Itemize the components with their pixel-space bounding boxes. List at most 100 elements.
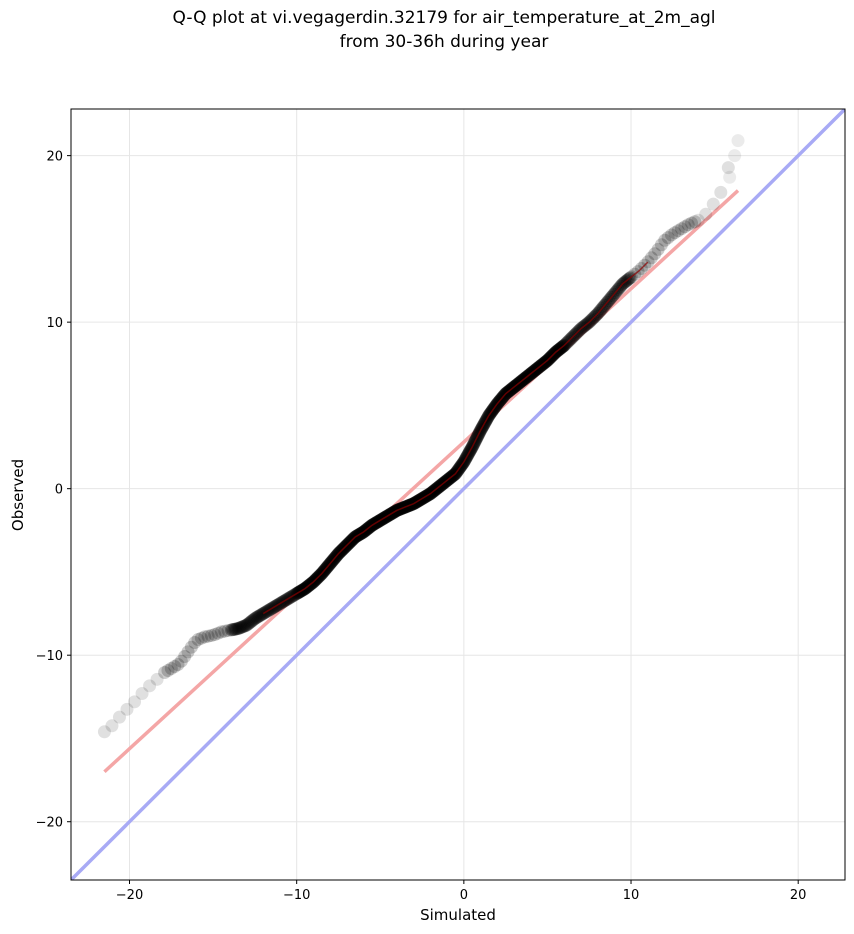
data-point bbox=[723, 170, 737, 184]
data-point bbox=[249, 611, 263, 625]
x-tick-label: 20 bbox=[790, 888, 807, 903]
data-point bbox=[201, 629, 215, 643]
data-point bbox=[675, 222, 689, 236]
scatter-points bbox=[97, 134, 745, 739]
data-point bbox=[208, 628, 222, 642]
data-point bbox=[228, 622, 242, 636]
data-point bbox=[247, 612, 261, 626]
data-point bbox=[150, 672, 164, 686]
y-tick-label: −20 bbox=[36, 816, 63, 831]
identity-line-group bbox=[71, 109, 845, 880]
x-axis-label: Simulated bbox=[420, 906, 496, 924]
data-point bbox=[164, 662, 178, 676]
data-point bbox=[218, 624, 232, 638]
data-point bbox=[97, 725, 111, 739]
y-tick-label: 0 bbox=[55, 483, 63, 498]
data-point bbox=[214, 625, 228, 639]
data-point bbox=[241, 617, 255, 631]
data-point bbox=[231, 622, 245, 636]
data-point bbox=[668, 226, 682, 240]
data-point bbox=[658, 233, 672, 247]
data-point bbox=[250, 610, 264, 624]
y-tick-label: −10 bbox=[36, 649, 63, 664]
data-point bbox=[691, 213, 705, 227]
data-point bbox=[211, 626, 225, 640]
data-point bbox=[648, 247, 662, 261]
data-point bbox=[253, 609, 267, 623]
data-point bbox=[251, 610, 265, 624]
data-point bbox=[664, 228, 678, 242]
data-point bbox=[168, 660, 182, 674]
fit-line bbox=[103, 189, 740, 774]
data-point bbox=[688, 215, 702, 229]
data-point bbox=[255, 607, 269, 621]
data-point bbox=[234, 620, 248, 634]
data-point bbox=[238, 619, 252, 633]
chart-subtitle: from 30-36h during year bbox=[340, 32, 549, 52]
data-point bbox=[235, 620, 249, 634]
data-point bbox=[728, 149, 742, 163]
data-point bbox=[681, 218, 695, 232]
data-point bbox=[654, 238, 668, 252]
y-axis-label: Observed bbox=[9, 459, 27, 531]
plot-frame bbox=[70, 108, 846, 881]
data-point bbox=[227, 622, 241, 636]
data-point bbox=[242, 616, 256, 630]
identity-line bbox=[71, 109, 845, 880]
y-ticks: −20 −10 0 10 20 bbox=[36, 150, 71, 831]
y-tick-label: 20 bbox=[46, 150, 63, 165]
data-point bbox=[161, 664, 175, 678]
data-point bbox=[243, 615, 257, 629]
data-point bbox=[184, 640, 198, 654]
x-ticks: −20 −10 0 10 20 bbox=[116, 880, 807, 903]
data-point bbox=[181, 645, 195, 659]
fit-line-group bbox=[103, 189, 740, 774]
data-point bbox=[644, 251, 658, 265]
data-point bbox=[174, 654, 188, 668]
data-point bbox=[178, 650, 192, 664]
data-point bbox=[120, 702, 134, 716]
data-point bbox=[158, 666, 172, 680]
data-point bbox=[671, 224, 685, 238]
dense-fit-line bbox=[262, 261, 649, 615]
data-point bbox=[233, 621, 247, 635]
data-point bbox=[661, 231, 675, 245]
x-tick-label: 0 bbox=[460, 888, 468, 903]
data-point bbox=[651, 242, 665, 256]
data-point bbox=[194, 631, 208, 645]
data-point bbox=[245, 614, 259, 628]
data-point bbox=[221, 624, 235, 638]
x-tick-label: −10 bbox=[283, 888, 310, 903]
data-point bbox=[699, 207, 713, 221]
data-point bbox=[204, 629, 218, 643]
dense-fit-group bbox=[262, 261, 649, 615]
data-point bbox=[731, 134, 745, 148]
chart-title: Q-Q plot at vi.vegagerdin.32179 for air_… bbox=[172, 8, 715, 28]
y-tick-label: 10 bbox=[46, 316, 63, 331]
data-point bbox=[246, 613, 260, 627]
data-point bbox=[685, 216, 699, 230]
data-point bbox=[239, 618, 253, 632]
data-point bbox=[198, 630, 212, 644]
data-point bbox=[230, 622, 244, 636]
grid bbox=[71, 109, 845, 880]
data-point bbox=[237, 619, 251, 633]
x-tick-label: −20 bbox=[116, 888, 143, 903]
data-point bbox=[706, 197, 720, 211]
data-point bbox=[171, 658, 185, 672]
data-point bbox=[191, 633, 205, 647]
data-point bbox=[678, 220, 692, 234]
data-point bbox=[135, 686, 149, 700]
data-point bbox=[105, 719, 119, 733]
data-point bbox=[143, 679, 157, 693]
data-point bbox=[128, 695, 142, 709]
data-point bbox=[112, 710, 126, 724]
data-point bbox=[226, 623, 240, 637]
x-tick-label: 10 bbox=[623, 888, 640, 903]
data-point bbox=[714, 185, 728, 199]
data-point bbox=[188, 636, 202, 650]
data-point bbox=[721, 161, 735, 175]
data-point bbox=[224, 623, 238, 637]
data-point bbox=[254, 608, 268, 622]
